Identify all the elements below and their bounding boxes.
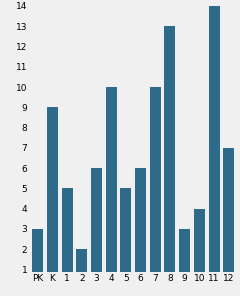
Bar [106,87,117,289]
Bar [61,188,72,289]
Bar [164,26,175,289]
Bar [223,148,234,289]
Bar [91,168,102,289]
Bar [47,107,58,289]
Bar [32,229,43,289]
Bar [150,87,161,289]
Bar [76,249,87,289]
Bar [209,6,220,289]
Bar [120,188,131,289]
Bar [194,208,205,289]
Bar [179,229,190,289]
Bar [135,168,146,289]
